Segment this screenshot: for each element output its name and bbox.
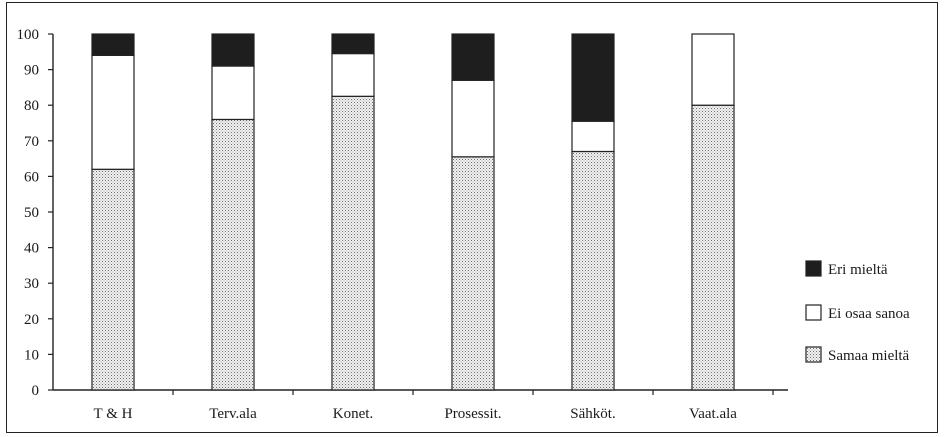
bar-segment-eri-mielt- [571,33,615,122]
bar-segment-samaa-mielt- [331,95,375,391]
y-tick-label: 10 [24,347,39,363]
bar-segment-samaa-mielt- [211,118,255,391]
x-tick-label: Konet. [333,406,373,422]
plot-area: 0 10 20 30 40 50 60 70 80 90 100 T & H Terv.ala Konet… [17,27,788,422]
x-tick-label: Vaat.ala [689,406,737,422]
y-tick-label: 40 [24,241,39,257]
bar-segment-ei-osaa-sanoa [451,79,495,158]
x-tick-label: Sähköt. [570,406,615,422]
bar-segment-samaa-mielt- [451,156,495,391]
bar-segment-ei-osaa-sanoa [331,52,375,97]
y-tick-label: 70 [24,134,39,150]
bar-segment-samaa-mielt- [91,168,135,391]
bar-segment-eri-mielt- [331,33,375,55]
bar-segment-eri-mielt- [451,33,495,81]
y-tick-label: 60 [24,169,39,185]
y-tick-label: 50 [24,205,39,221]
y-tick-label: 100 [17,27,40,43]
bar-segment-samaa-mielt- [691,104,735,391]
x-tick-label: Prosessit. [444,406,501,422]
legend-label: Eri mieltä [828,262,888,278]
y-tick-label: 90 [24,63,39,79]
bar-segment-ei-osaa-sanoa [211,65,255,121]
legend: Eri mieltä Ei osaa sanoa Samaa mieltä [805,260,910,364]
legend-label: Samaa mieltä [828,348,910,364]
x-tick-label: Terv.ala [209,406,257,422]
bar-segment-ei-osaa-sanoa [571,120,615,153]
legend-swatch [805,304,822,321]
bar-segment-ei-osaa-sanoa [91,54,135,170]
bar-segment-samaa-mielt- [571,150,615,391]
legend-swatch [805,346,822,363]
bar-segment-eri-mielt- [211,33,255,67]
y-tick-label: 20 [24,312,39,328]
y-tick-label: 80 [24,98,39,114]
legend-label: Ei osaa sanoa [828,306,910,322]
y-tick-label: 30 [24,276,39,292]
legend-swatch [805,260,822,277]
y-tick-label: 0 [32,383,40,399]
bar-segment-ei-osaa-sanoa [691,33,735,106]
bar-segment-eri-mielt- [91,33,135,56]
x-tick-label: T & H [94,406,133,422]
